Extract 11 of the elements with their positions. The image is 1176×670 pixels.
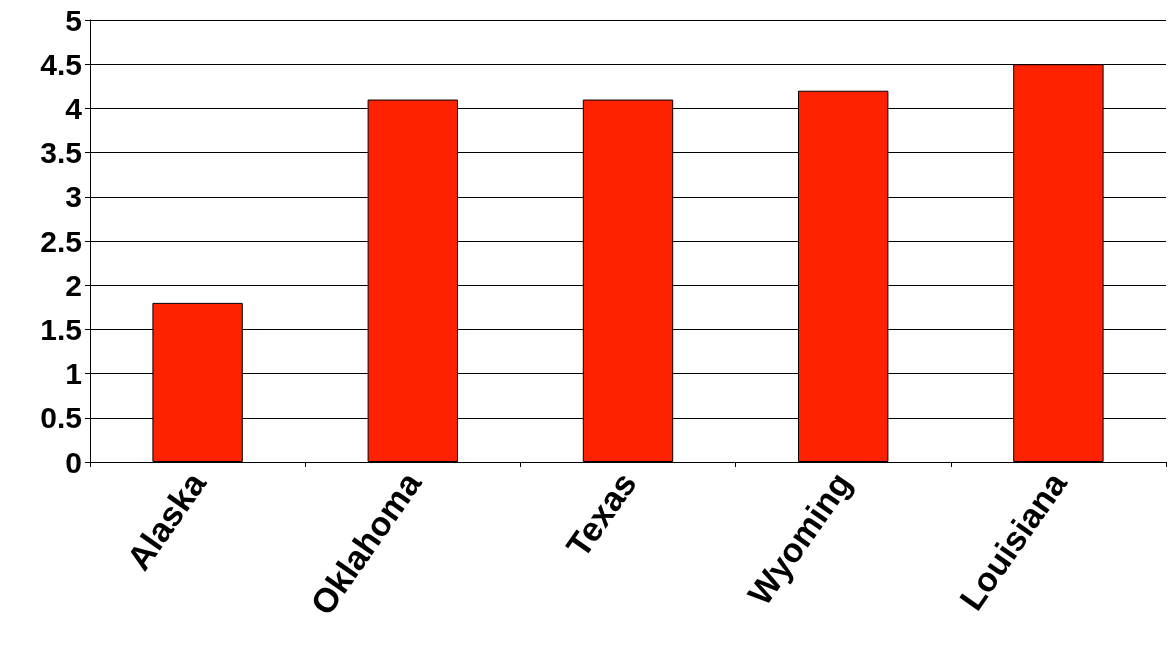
y-tick-label: 1.5 (40, 312, 82, 346)
y-tick-label: 0 (65, 445, 82, 479)
y-tick-label: 2 (65, 268, 82, 302)
y-tick-label: 3 (65, 180, 82, 214)
y-tick-label: 2.5 (40, 224, 82, 258)
y-tick-label: 4.5 (40, 47, 82, 81)
y-tick-label: 3.5 (40, 136, 82, 170)
y-tick-label: 0.5 (40, 401, 82, 435)
y-tick-label: 5 (65, 3, 82, 37)
y-tick-label: 1 (65, 357, 82, 391)
y-tick-label: 4 (65, 91, 83, 125)
